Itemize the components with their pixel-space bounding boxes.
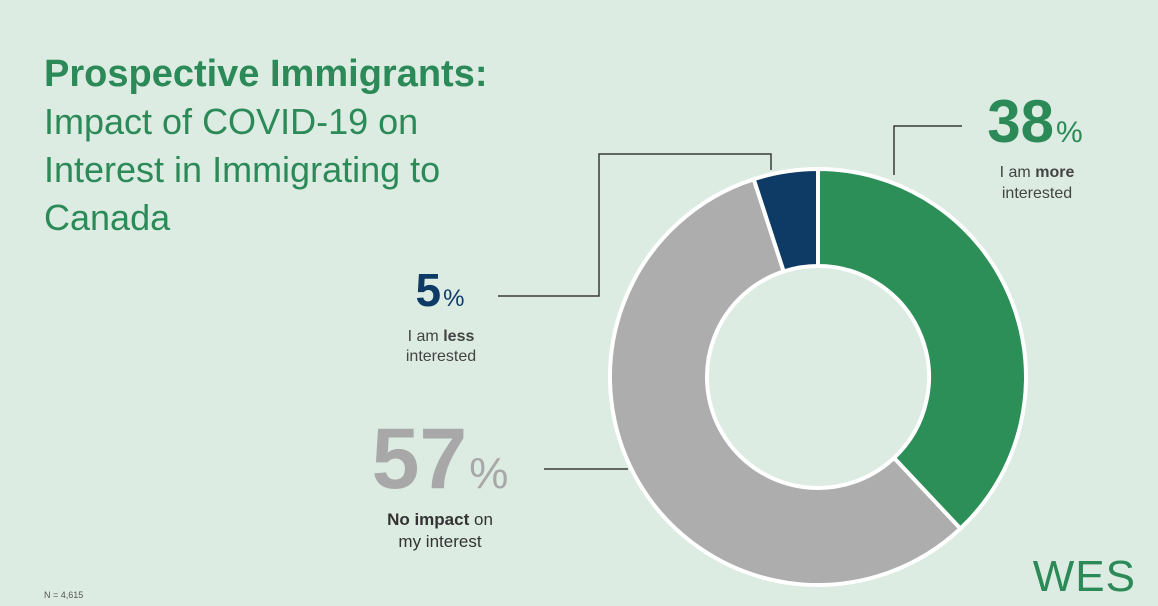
label-no-impact-line1: No impact on: [387, 510, 493, 529]
leader-line-more: [893, 125, 962, 175]
title-line-1: Prospective Immigrants:: [44, 53, 488, 95]
slice-more-interested: [816, 166, 1028, 532]
pct-no-impact: 57%: [372, 411, 509, 507]
label-less-line1: I am less: [408, 328, 475, 345]
label-no-impact-line2: my interest: [398, 532, 481, 551]
label-more-line1: I am more: [1000, 164, 1075, 181]
slice-no-impact: [608, 176, 964, 587]
wes-logo: WES: [1032, 552, 1136, 601]
leader-line-less: [498, 153, 772, 297]
label-more-line2: interested: [1002, 185, 1072, 202]
donut-slices: [608, 166, 1028, 587]
sample-size-note: N = 4,615: [44, 590, 84, 600]
pct-less: 5%: [416, 264, 465, 316]
title-line-2: Impact of COVID-19 on Interest in Immigr…: [44, 101, 441, 238]
pct-more: 38%: [987, 88, 1082, 155]
chart-title: Prospective Immigrants: Impact of COVID-…: [44, 50, 487, 242]
slice-less-interested: [751, 166, 820, 274]
label-less-line2: interested: [406, 348, 476, 365]
